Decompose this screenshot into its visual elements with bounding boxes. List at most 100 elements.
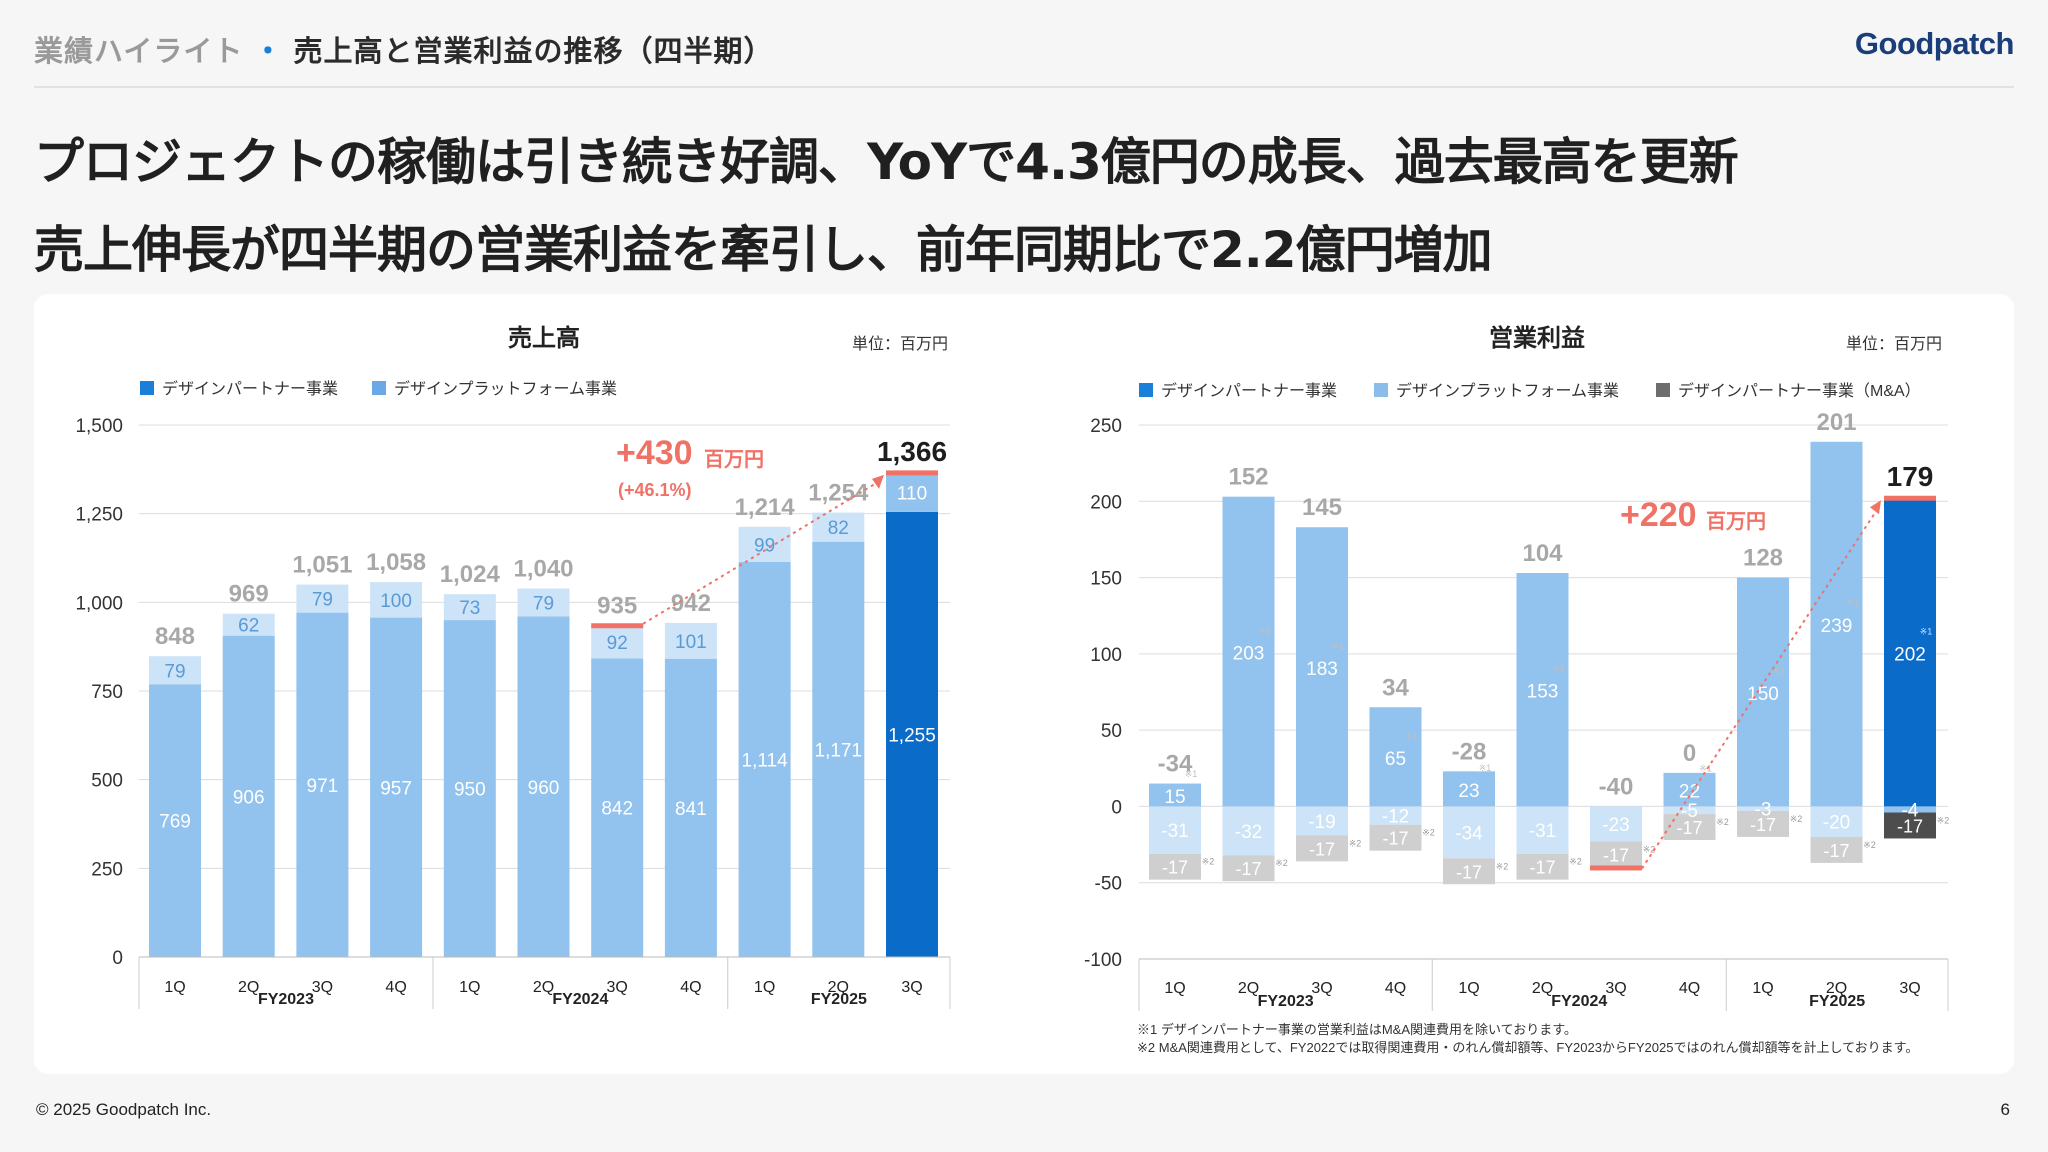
op-legend-label-1: デザインパートナー事業 <box>1161 381 1337 400</box>
op-bar-ma <box>1663 814 1716 840</box>
sales-data-label-partner: 841 <box>675 799 707 820</box>
op-y-tick: 100 <box>1090 645 1122 666</box>
sales-bar-platform <box>517 588 570 617</box>
op-x-tick: 3Q <box>1605 980 1626 997</box>
op-bar-platform <box>1663 806 1716 815</box>
op-bar-platform <box>1884 806 1936 813</box>
op-bar-platform <box>1443 806 1495 859</box>
op-data-label-ma: -17 <box>1162 858 1188 878</box>
op-bar-partner <box>1663 772 1716 807</box>
sales-compare-arrowhead <box>872 474 884 489</box>
sales-total-label: 1,214 <box>735 494 796 521</box>
op-data-label-partner: 183 <box>1306 659 1338 680</box>
op-note-mark-2: ※2 <box>1937 816 1950 826</box>
op-group-label: FY2023 <box>1258 993 1314 1010</box>
op-data-label-ma: -17 <box>1382 829 1408 849</box>
op-y-tick: 50 <box>1101 721 1122 742</box>
op-total-label: 104 <box>1522 540 1563 567</box>
sales-data-label-partner: 1,114 <box>742 750 789 771</box>
op-x-tick: 1Q <box>1458 980 1479 997</box>
op-note-mark-2: ※2 <box>1202 857 1215 867</box>
sales-data-label-partner: 1,171 <box>815 740 863 761</box>
op-data-label-platform: -31 <box>1529 821 1556 842</box>
sales-y-tick: 1,500 <box>75 416 123 437</box>
sales-data-label-partner: 769 <box>159 812 191 833</box>
op-bar-platform <box>1149 806 1201 854</box>
sales-bar-partner <box>296 612 349 957</box>
sales-data-label-partner: 842 <box>601 799 633 820</box>
headline: プロジェクトの稼働は引き続き好調、YoYで4.3億円の成長、過去最高を更新 売上… <box>34 118 1739 294</box>
op-data-label-partner: 150 <box>1747 684 1779 705</box>
op-bar-partner <box>1149 783 1201 807</box>
sales-y-tick: 1,000 <box>75 593 123 614</box>
sales-total-label: 935 <box>597 593 637 620</box>
op-x-tick: 3Q <box>1311 980 1332 997</box>
op-bar-ma <box>1884 812 1936 839</box>
sales-x-tick: 1Q <box>459 979 480 996</box>
op-data-label-ma: -17 <box>1235 859 1261 879</box>
sales-x-tick: 4Q <box>385 979 406 996</box>
copyright: © 2025 Goodpatch Inc. <box>36 1100 212 1119</box>
sales-y-tick: 1,250 <box>75 505 123 526</box>
sales-x-tick: 3Q <box>607 979 628 996</box>
op-x-tick: 1Q <box>1164 980 1185 997</box>
op-note-mark-1: ※1 <box>1552 664 1565 674</box>
op-data-label-partner: 23 <box>1458 781 1479 802</box>
sales-data-label-platform: 99 <box>754 535 775 556</box>
sales-bar-platform <box>591 625 644 659</box>
goodpatch-logo: Goodpatch <box>1854 26 2015 61</box>
op-bar-partner <box>1369 707 1422 807</box>
sales-bar-partner <box>886 511 938 957</box>
op-data-label-partner: 239 <box>1821 616 1853 637</box>
op-note-mark-2: ※2 <box>1643 844 1656 854</box>
op-bar-ma <box>1737 811 1789 837</box>
sales-data-label-platform: 73 <box>459 598 480 619</box>
sales-total-label: 1,024 <box>440 561 501 588</box>
op-total-label: -28 <box>1452 738 1487 765</box>
op-bar-ma <box>1443 858 1495 885</box>
sales-bar-partner <box>738 561 791 957</box>
op-total-label: 152 <box>1228 464 1268 491</box>
op-compare-unit: 百万円 <box>1706 511 1766 533</box>
header-divider <box>34 86 2014 88</box>
op-y-tick: 250 <box>1090 416 1122 437</box>
op-data-label-ma: -17 <box>1603 845 1629 865</box>
op-note-mark-1: ※1 <box>1332 641 1345 651</box>
sales-bar-platform <box>370 582 423 618</box>
op-data-label-ma: -17 <box>1823 841 1849 861</box>
op-note-mark-1: ※1 <box>1258 626 1271 636</box>
sales-bar-platform <box>296 584 349 613</box>
op-note-mark-2: ※2 <box>1349 838 1362 848</box>
op-bar-ma <box>1149 853 1201 880</box>
sales-bar-platform <box>812 512 865 542</box>
sales-chart-title: 売上高 <box>508 324 580 352</box>
sales-legend-label-1: デザインパートナー事業 <box>162 379 338 398</box>
sales-data-label-partner: 950 <box>454 780 486 801</box>
op-bar-ma <box>1222 855 1275 882</box>
sales-total-label: 1,058 <box>366 549 426 576</box>
op-x-tick: 2Q <box>1532 980 1553 997</box>
op-highlight-cap <box>1884 495 1936 501</box>
op-x-tick: 2Q <box>1238 980 1259 997</box>
section-label: 業績ハイライト <box>34 34 244 68</box>
op-total-label: 0 <box>1683 740 1696 767</box>
op-data-label-platform: -20 <box>1823 813 1850 834</box>
op-bar-platform <box>1737 806 1789 812</box>
op-data-label-partner: 65 <box>1385 749 1406 770</box>
op-group-label: FY2025 <box>1809 993 1865 1010</box>
op-data-label-partner: 22 <box>1679 782 1700 803</box>
op-bar-ma <box>1296 835 1348 862</box>
sales-x-tick: 2Q <box>238 979 259 996</box>
breadcrumb-separator: ・ <box>253 34 284 68</box>
op-compare-arrowhead <box>1870 500 1881 515</box>
sales-total-label: 969 <box>229 581 269 608</box>
op-compare-arrow-line <box>1641 507 1879 870</box>
sales-bar-partner <box>149 684 201 957</box>
sales-data-label-partner: 957 <box>380 778 412 799</box>
op-bar-partner <box>1516 572 1569 807</box>
sales-total-label: 1,051 <box>292 552 352 579</box>
op-note-mark-2: ※2 <box>1275 858 1288 868</box>
op-bar-partner <box>1737 577 1789 807</box>
sales-group-label: FY2025 <box>811 991 867 1008</box>
